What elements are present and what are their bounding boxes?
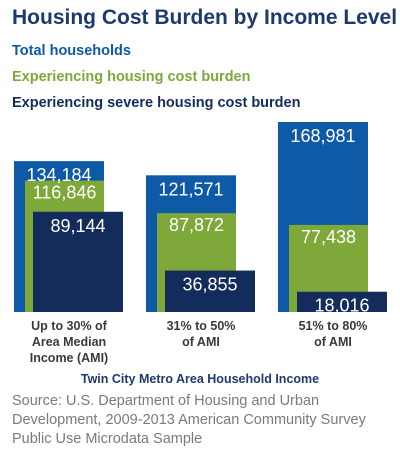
value-label-burden-1: 116,846 [33,183,97,203]
value-label-total-2: 121,571 [158,179,223,199]
category-label-3: 51% to 80% of AMI [299,319,368,349]
source-note: Source: U.S. Department of Housing and U… [12,393,366,447]
bar-severe-3 [297,291,387,312]
legend-total-households: Total households [12,43,131,59]
x-axis-label: Twin City Metro Area Household Income [80,372,320,386]
value-label-burden-2: 87,872 [169,215,224,235]
category-label-2: 31% to 50% of AMI [167,319,236,349]
value-label-total-1: 134,184 [26,165,91,185]
value-label-total-3: 168,981 [290,126,355,146]
legend-severe-cost-burden: Experiencing severe housing cost burden [12,95,301,111]
value-label-severe-3: 18,016 [314,296,369,316]
value-label-severe-1: 89,144 [50,216,105,236]
category-label-1: Up to 30% of Area Median Income (AMI) [30,319,108,365]
value-label-severe-2: 36,855 [182,275,237,295]
bar-severe-2 [165,270,255,312]
chart-title: Housing Cost Burden by Income Level [12,6,398,29]
bar-severe-1 [33,211,123,312]
legend-cost-burden: Experiencing housing cost burden [12,69,251,85]
value-label-burden-3: 77,438 [301,227,356,247]
